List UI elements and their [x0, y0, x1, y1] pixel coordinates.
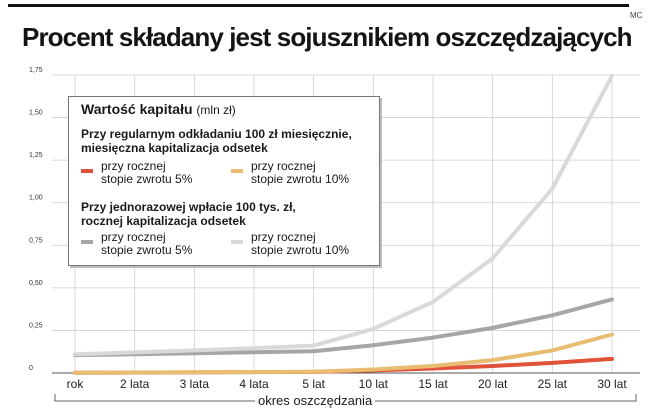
- author-credit: MC: [630, 11, 643, 20]
- legend-swatch-monthly-10: [231, 169, 243, 173]
- legend-item-lump-10: przy rocznej stopie zwrotu 10%: [251, 231, 349, 257]
- legend: Wartość kapitału (mln zł) Przy regularny…: [68, 96, 380, 266]
- legend-item-line2: stopie zwrotu 5%: [101, 243, 193, 257]
- legend-item-line2: stopie zwrotu 10%: [251, 243, 350, 257]
- legend-item-monthly-5: przy rocznej stopie zwrotu 5%: [101, 160, 192, 186]
- y-tick-label: 0: [29, 365, 33, 372]
- legend-item-lump-5: przy rocznej stopie zwrotu 5%: [101, 231, 192, 257]
- legend-group1-heading-line1: Przy regularnym odkładaniu 100 zł miesię…: [81, 127, 352, 141]
- y-tick-label: 0,75: [29, 237, 43, 244]
- y-tick-label: 1,00: [29, 195, 43, 202]
- series-line-monthly-10: [73, 332, 614, 375]
- legend-group1-heading-line2: miesięczna kapitalizacja odsetek: [81, 141, 268, 155]
- x-tick-label: rok: [67, 377, 85, 391]
- y-tick-label: 0,25: [29, 322, 43, 329]
- legend-swatch-lump-5: [81, 240, 93, 244]
- legend-item-line1: przy rocznej: [251, 230, 316, 244]
- y-tick-label: 1,50: [29, 110, 43, 117]
- legend-item-line1: przy rocznej: [101, 159, 166, 173]
- chart-title: Procent składany jest sojusznikiem oszcz…: [22, 22, 633, 52]
- legend-item-monthly-10: przy rocznej stopie zwrotu 10%: [251, 160, 349, 186]
- x-tick-label: 4 lata: [239, 377, 269, 391]
- legend-item-line2: stopie zwrotu 10%: [251, 172, 350, 186]
- legend-group2-heading-line2: rocznej kapitalizacja odsetek: [81, 214, 246, 228]
- x-tick-label: 10 lat: [359, 377, 389, 391]
- x-tick-label: 15 lat: [418, 377, 448, 391]
- legend-group2-heading-line1: Przy jednorazowej wpłacie 100 tys. zł,: [81, 200, 296, 214]
- legend-group2-heading: Przy jednorazowej wpłacie 100 tys. zł, r…: [81, 200, 296, 228]
- legend-unit: (mln zł): [196, 103, 236, 117]
- series-line-lump-10: [73, 73, 614, 357]
- legend-item-line2: stopie zwrotu 5%: [101, 172, 193, 186]
- x-tick-label: 3 lata: [180, 377, 210, 391]
- legend-title-text: Wartość kapitału: [81, 101, 193, 117]
- x-axis-title: okres oszczędzania: [255, 393, 376, 408]
- x-tick-label: 20 lat: [478, 377, 508, 391]
- legend-swatch-lump-10: [231, 240, 243, 244]
- legend-swatch-monthly-5: [81, 169, 93, 173]
- legend-item-line1: przy rocznej: [251, 159, 316, 173]
- x-tick-label: 5 lat: [302, 377, 325, 391]
- x-tick-label: 30 lat: [597, 377, 627, 391]
- x-tick-label: 25 lat: [538, 377, 568, 391]
- x-tick-label: 2 lata: [120, 377, 150, 391]
- y-tick-label: 1,75: [29, 67, 43, 74]
- series-line-lump-5: [73, 297, 614, 358]
- legend-group1-heading: Przy regularnym odkładaniu 100 zł miesię…: [81, 127, 352, 155]
- legend-item-line1: przy rocznej: [101, 230, 166, 244]
- y-tick-label: 1,25: [29, 152, 43, 159]
- top-rule: [8, 4, 629, 7]
- y-tick-label: 0,50: [29, 280, 43, 287]
- legend-title: Wartość kapitału (mln zł): [81, 101, 236, 117]
